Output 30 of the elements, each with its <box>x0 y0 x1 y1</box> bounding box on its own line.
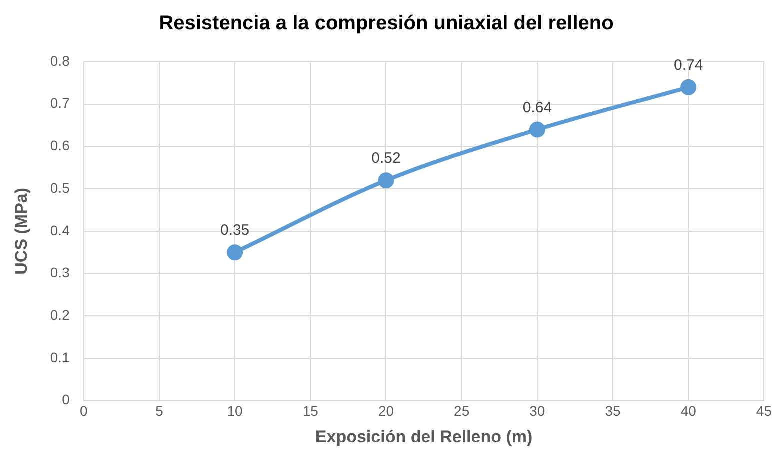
x-tick-label: 15 <box>302 403 319 420</box>
y-tick-label: 0.2 <box>50 306 70 323</box>
point <box>529 122 546 138</box>
y-axis-title: UCS (MPa) <box>12 188 31 275</box>
y-tick-label: 0.5 <box>50 180 70 196</box>
data-label: 0.74 <box>674 57 704 74</box>
point <box>227 244 244 261</box>
x-axis-title: Exposición del Relleno (m) <box>315 427 533 446</box>
y-tick-label: 0.3 <box>50 264 70 281</box>
x-tick-label: 35 <box>605 403 622 420</box>
x-tick-label: 5 <box>156 403 164 420</box>
x-tick-label: 40 <box>680 403 697 420</box>
x-tick-label: 20 <box>378 403 394 420</box>
y-tick-label: 0.1 <box>50 349 70 366</box>
y-tick-label: 0.8 <box>50 52 70 69</box>
data-label: 0.35 <box>220 222 250 240</box>
x-tick-label: 10 <box>227 403 244 420</box>
x-tick-label: 25 <box>454 403 470 420</box>
data-label: 0.64 <box>522 99 552 116</box>
chart-title: Resistencia a la compresión uniaxial del relleno <box>159 12 614 35</box>
x-tick-label: 0 <box>80 403 88 420</box>
point <box>378 172 394 189</box>
y-tick-label: 0.7 <box>50 95 70 112</box>
x-tick-label: 30 <box>530 403 546 420</box>
y-tick-label: 0.4 <box>50 222 70 238</box>
y-tick-label: 0.6 <box>50 138 70 154</box>
point <box>680 79 697 96</box>
data-label: 0.52 <box>372 150 401 168</box>
x-tick-label: 45 <box>756 403 772 420</box>
y-tick-label: 0 <box>62 392 70 408</box>
